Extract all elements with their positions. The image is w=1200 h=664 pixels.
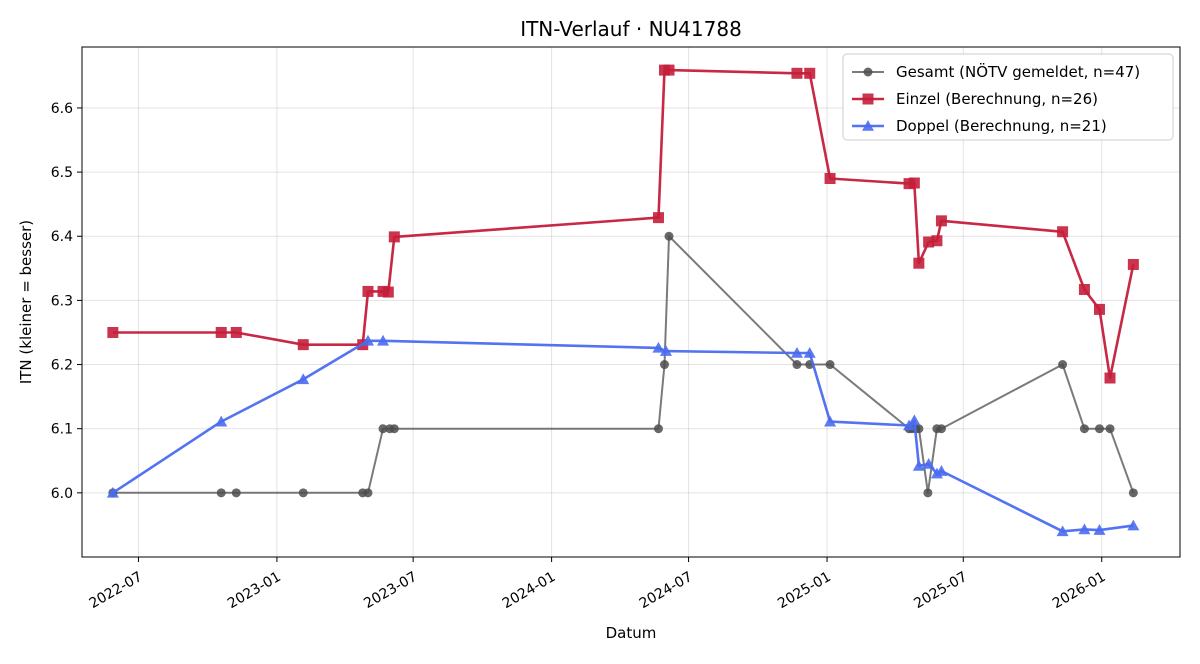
y-tick-label: 6.2 <box>51 358 73 374</box>
series-line <box>112 68 1135 380</box>
data-point <box>931 235 943 247</box>
data-point <box>804 67 816 79</box>
data-point <box>936 424 946 434</box>
data-point <box>362 285 374 297</box>
legend-marker <box>862 120 874 131</box>
data-point <box>298 488 308 498</box>
series-layer <box>106 64 1140 537</box>
legend-box <box>842 53 1174 141</box>
data-point <box>216 488 226 498</box>
data-point <box>231 488 241 498</box>
data-point <box>297 373 310 385</box>
data-point <box>297 339 309 351</box>
legend: Gesamt (NÖTV gemeldet, n=47) Einzel (Bere… <box>842 53 1174 141</box>
chart-title: ITN-Verlauf · NU41788 <box>520 17 742 41</box>
data-point <box>652 212 664 224</box>
data-point <box>908 414 921 426</box>
data-point <box>1078 283 1090 295</box>
data-point <box>1127 258 1139 270</box>
data-point <box>1093 524 1106 535</box>
data-point <box>1128 488 1138 498</box>
data-point <box>792 360 802 370</box>
data-point <box>1127 519 1140 531</box>
data-point <box>377 334 390 346</box>
data-point <box>363 488 373 498</box>
data-point <box>1093 303 1105 315</box>
data-point <box>1056 525 1069 537</box>
y-tick-label: 6.4 <box>51 229 73 245</box>
y-tick-label: 6.3 <box>51 293 73 309</box>
data-point <box>1105 424 1115 434</box>
data-point <box>1057 226 1069 238</box>
x-axis-label: Datum <box>606 624 657 642</box>
data-point <box>935 215 947 227</box>
data-point <box>1104 372 1116 384</box>
data-point <box>389 424 399 434</box>
y-tick-label: 6.0 <box>51 486 73 502</box>
data-point <box>215 415 228 427</box>
data-point <box>215 326 227 338</box>
series-triangle <box>106 334 1140 537</box>
y-tick-label: 6.6 <box>51 101 73 117</box>
data-point <box>653 424 663 434</box>
data-point <box>652 341 665 353</box>
data-point <box>935 465 948 476</box>
data-point <box>913 257 925 269</box>
data-point <box>923 488 933 498</box>
data-point <box>1058 360 1068 370</box>
data-point <box>664 231 674 241</box>
legend-label: Gesamt (NÖTV gemeldet, n=47) <box>896 62 1140 81</box>
data-point <box>659 360 669 370</box>
data-point <box>230 326 242 338</box>
data-point <box>107 326 119 338</box>
y-tick-label: 6.5 <box>51 165 73 181</box>
data-point <box>923 236 935 248</box>
data-point <box>803 347 816 358</box>
data-point <box>1078 523 1091 535</box>
data-point <box>382 286 394 298</box>
data-point <box>106 486 119 498</box>
plot-frame <box>81 46 1181 558</box>
data-point <box>388 231 400 243</box>
data-point <box>791 67 803 79</box>
y-axis-label: ITN (kleiner = besser) <box>17 220 35 384</box>
data-point <box>378 424 388 434</box>
data-point <box>824 173 836 185</box>
y-tick-label: 6.1 <box>51 422 73 438</box>
data-point <box>790 347 803 358</box>
data-point <box>825 360 835 370</box>
data-point <box>908 177 920 189</box>
data-point <box>659 345 672 356</box>
legend-label: Doppel (Berechnung, n=21) <box>896 117 1107 135</box>
data-point <box>1094 424 1104 434</box>
legend-marker <box>862 93 874 105</box>
legend-label: Einzel (Berechnung, n=26) <box>896 90 1098 108</box>
data-point <box>361 334 374 346</box>
data-point <box>824 415 837 427</box>
series-square <box>107 64 1139 384</box>
data-point <box>912 459 925 471</box>
data-point <box>663 64 675 76</box>
data-point <box>1079 424 1089 434</box>
legend-marker <box>863 67 873 77</box>
data-point <box>922 457 935 469</box>
